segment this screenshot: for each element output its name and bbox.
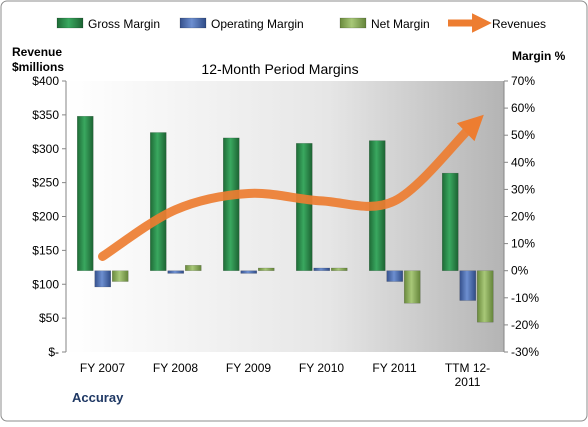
bar-gross-margin: [223, 138, 239, 271]
chart-title: 12-Month Period Margins: [201, 61, 358, 77]
legend-swatch-net-margin: [340, 18, 366, 28]
bar-net-margin: [112, 271, 128, 282]
bar-operating-margin: [168, 271, 184, 274]
bar-operating-margin: [387, 271, 403, 282]
legend-label-gross-margin: Gross Margin: [88, 17, 160, 31]
legend-label-net-margin: Net Margin: [371, 17, 430, 31]
bar-operating-margin: [95, 271, 111, 287]
bar-net-margin: [477, 271, 493, 322]
left-axis-title-line2: $millions: [12, 60, 64, 74]
right-tick-label: 60%: [511, 101, 535, 115]
category-label: FY 2011: [372, 361, 417, 375]
left-tick-label: $50: [39, 311, 59, 325]
right-tick-label: 20%: [511, 210, 535, 224]
right-axis-title: Margin %: [512, 49, 566, 63]
category-label: FY 2007: [80, 361, 125, 375]
right-tick-label: 0%: [511, 264, 529, 278]
left-tick-label: $150: [32, 243, 59, 257]
bar-net-margin: [185, 265, 201, 270]
bar-gross-margin: [77, 116, 93, 270]
category-label: FY 2009: [226, 361, 271, 375]
bar-net-margin: [331, 268, 347, 271]
category-label: FY 2008: [153, 361, 198, 375]
left-tick-label: $250: [32, 176, 59, 190]
right-tick-label: -20%: [511, 318, 539, 332]
right-tick-label: -30%: [511, 345, 539, 359]
bar-gross-margin: [442, 173, 458, 271]
left-tick-label: $350: [32, 108, 59, 122]
left-axis-title-line1: Revenue: [12, 45, 62, 59]
right-tick-label: 70%: [511, 74, 535, 88]
legend-label-revenues: Revenues: [492, 17, 546, 31]
right-tick-label: 30%: [511, 182, 535, 196]
bar-net-margin: [404, 271, 420, 304]
left-tick-label: $300: [32, 142, 59, 156]
bar-gross-margin: [150, 132, 166, 270]
left-tick-label: $200: [32, 210, 59, 224]
bar-operating-margin: [460, 271, 476, 301]
bar-operating-margin: [241, 271, 257, 274]
category-label: FY 2010: [299, 361, 344, 375]
company-label: Accuray: [72, 390, 124, 405]
right-tick-label: -10%: [511, 291, 539, 305]
plot-area: [66, 81, 504, 352]
legend-label-operating-margin: Operating Margin: [211, 17, 304, 31]
bar-operating-margin: [314, 268, 330, 271]
left-tick-label: $-: [48, 345, 59, 359]
right-tick-label: 50%: [511, 128, 535, 142]
bar-net-margin: [258, 268, 274, 271]
right-tick-label: 40%: [511, 155, 535, 169]
left-tick-label: $100: [32, 277, 59, 291]
right-tick-label: 10%: [511, 237, 535, 251]
bar-gross-margin: [296, 143, 312, 270]
legend-swatch-operating-margin: [180, 18, 206, 28]
left-tick-label: $400: [32, 74, 59, 88]
legend-swatch-gross-margin: [57, 18, 83, 28]
